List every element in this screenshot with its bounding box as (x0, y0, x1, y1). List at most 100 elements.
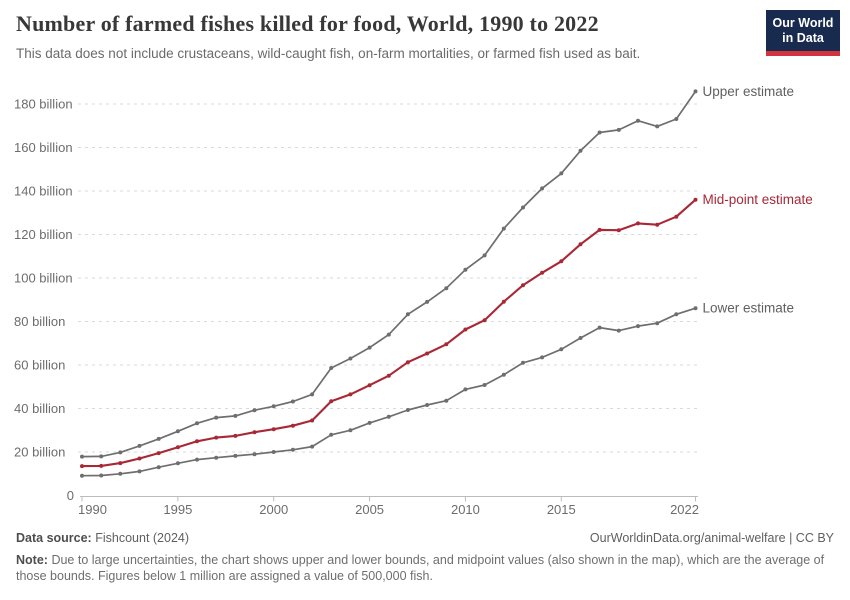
x-axis-tick-label: 2010 (451, 502, 480, 517)
data-point-marker (425, 351, 430, 356)
data-point-marker (80, 454, 84, 459)
data-point-marker (693, 89, 698, 94)
data-point-marker (156, 436, 161, 441)
data-point-marker (482, 318, 487, 323)
data-point-marker (444, 398, 449, 403)
data-point-marker (655, 321, 660, 326)
data-point-marker (693, 306, 698, 311)
x-axis-tick-label: 1990 (78, 502, 107, 517)
data-point-marker (405, 360, 410, 365)
data-point-marker (348, 392, 353, 397)
data-point-marker (252, 430, 257, 435)
data-point-marker (137, 469, 142, 474)
data-point-marker (290, 447, 295, 452)
data-point-marker (674, 312, 679, 317)
y-axis-tick-label: 140 billion (14, 184, 73, 199)
data-point-marker (597, 325, 602, 330)
data-point-marker (655, 222, 660, 227)
series-label-midpoint: Mid-point estimate (703, 192, 813, 207)
data-point-marker (367, 383, 372, 388)
data-point-marker (329, 432, 334, 437)
series-label-lower: Lower estimate (703, 301, 795, 316)
data-point-marker (329, 366, 334, 370)
data-point-marker (463, 387, 468, 392)
note-label: Note: (16, 553, 48, 567)
data-point-marker (521, 205, 525, 210)
data-point-marker (578, 336, 583, 340)
data-point-marker (540, 270, 545, 275)
data-point-marker (290, 399, 295, 404)
series-label-upper: Upper estimate (703, 84, 795, 99)
attribution: OurWorldinData.org/animal-welfare | CC B… (589, 531, 834, 545)
data-point-marker (540, 186, 545, 191)
data-point-marker (501, 226, 506, 231)
data-point-marker (693, 197, 698, 202)
data-point-marker (405, 312, 410, 317)
y-axis-zero-label: 0 (67, 488, 74, 503)
data-point-marker (271, 427, 276, 432)
owid-logo-line1: Our World (772, 16, 834, 30)
data-point-marker (425, 299, 430, 304)
data-point-marker (99, 473, 104, 478)
data-point-marker (80, 464, 84, 469)
data-point-marker (674, 214, 679, 219)
y-axis-tick-label: 80 billion (14, 314, 65, 329)
owid-logo: Our World in Data (766, 10, 840, 56)
x-axis-tick-label: 2022 (670, 502, 699, 517)
data-point-marker (559, 171, 564, 176)
data-point-marker (118, 450, 123, 455)
x-axis-tick-label: 2005 (355, 502, 384, 517)
data-point-marker (597, 227, 602, 232)
data-point-marker (636, 118, 640, 123)
data-point-marker (233, 413, 238, 418)
data-point-marker (310, 444, 315, 449)
data-point-marker (99, 454, 104, 459)
data-point-marker (386, 414, 391, 419)
data-point-marker (597, 130, 602, 135)
y-axis-tick-label: 40 billion (14, 401, 65, 416)
y-axis-tick-label: 20 billion (14, 445, 65, 460)
series-line-upper (81, 90, 697, 458)
data-point-marker (156, 465, 161, 470)
data-point-marker (348, 428, 353, 433)
data-point-marker (252, 408, 257, 413)
data-point-marker (118, 461, 123, 466)
owid-logo-line2: in Data (782, 31, 824, 45)
data-point-marker (636, 324, 640, 329)
data-point-marker (444, 342, 449, 347)
data-point-marker (290, 423, 295, 428)
data-point-marker (501, 372, 506, 377)
data-point-marker (310, 418, 315, 423)
data-point-marker (175, 429, 180, 434)
data-point-marker (482, 253, 487, 258)
data-point-marker (310, 392, 315, 397)
data-point-marker (329, 399, 334, 404)
data-point-marker (175, 445, 180, 450)
data-point-marker (540, 355, 545, 360)
data-point-marker (655, 124, 660, 129)
data-point-marker (137, 456, 142, 461)
data-point-marker (636, 221, 640, 226)
data-point-marker (195, 439, 199, 444)
data-point-marker (521, 360, 525, 365)
data-point-marker (425, 403, 430, 407)
data-point-marker (118, 471, 123, 476)
data-source-value: Fishcount (2024) (95, 531, 190, 545)
data-point-marker (233, 433, 238, 438)
y-axis-tick-label: 60 billion (14, 358, 65, 373)
data-point-marker (214, 435, 219, 440)
data-point-marker (463, 267, 468, 272)
data-point-marker (521, 283, 525, 288)
data-point-marker (674, 117, 679, 121)
data-point-marker (367, 420, 372, 425)
data-point-marker (252, 452, 257, 457)
data-point-marker (367, 345, 372, 350)
data-point-marker (271, 404, 276, 409)
data-point-marker (578, 148, 583, 153)
note-text: Due to large uncertainties, the chart sh… (16, 553, 825, 583)
y-axis-tick-label: 120 billion (14, 227, 73, 242)
data-point-marker (616, 328, 621, 333)
data-point-marker (405, 408, 410, 412)
